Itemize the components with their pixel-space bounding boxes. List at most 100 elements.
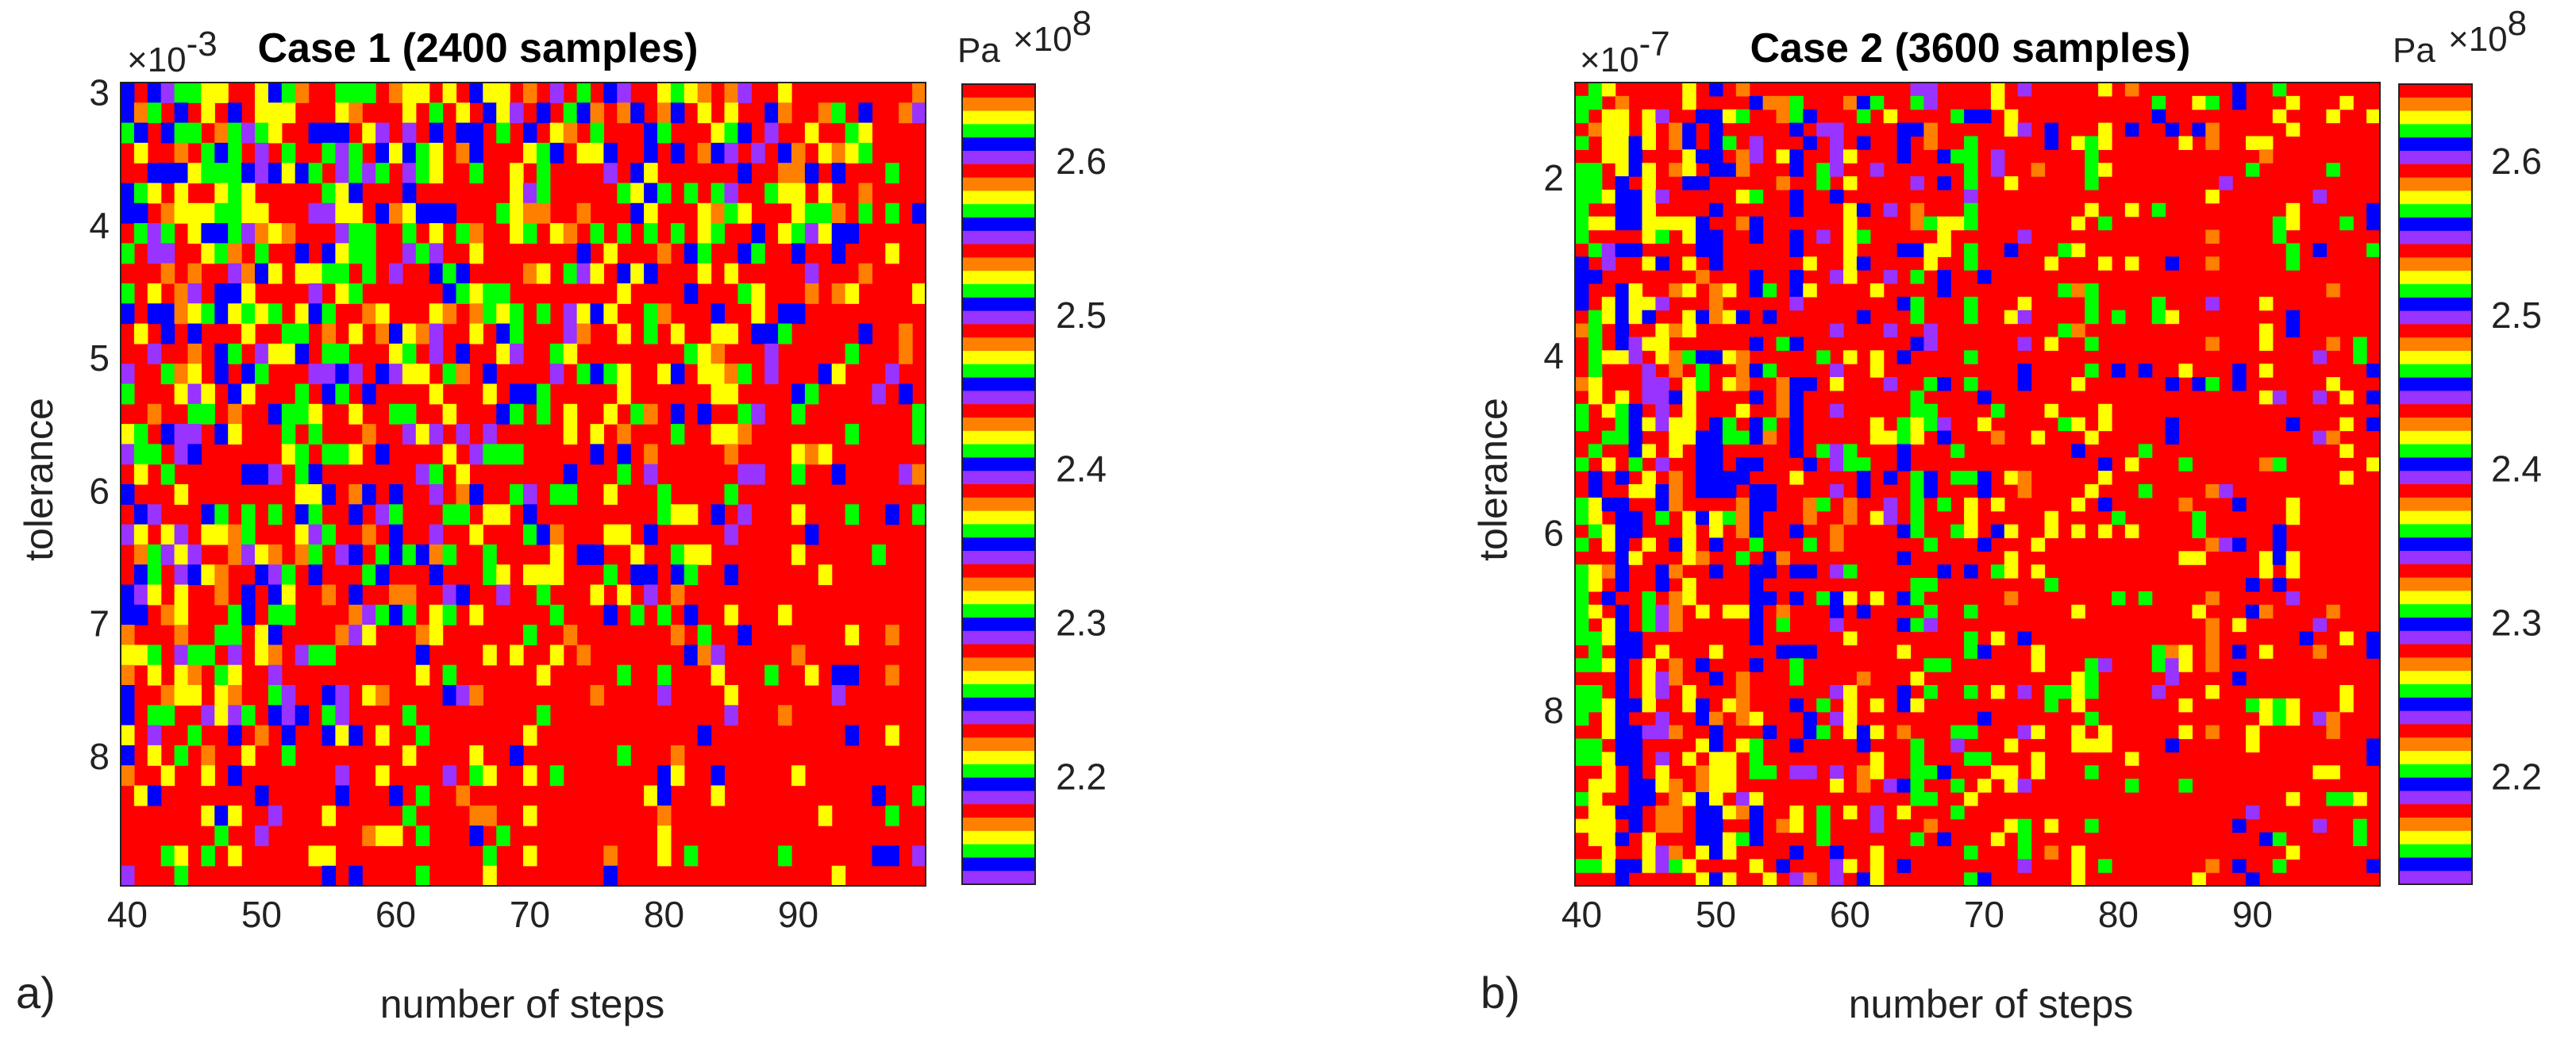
heatmap-cell [1615, 163, 1630, 177]
heatmap-cell [751, 303, 765, 325]
heatmap-cell [214, 625, 229, 645]
heatmap-cell [1762, 364, 1777, 378]
heatmap-cell [1910, 296, 1924, 311]
heatmap-cell [160, 263, 175, 284]
panel-b-x-axis: 40 50 60 70 80 90 [1561, 894, 2273, 935]
heatmap-cell [121, 664, 135, 686]
heatmap-cell [348, 584, 363, 606]
heatmap-cell [603, 403, 618, 425]
heatmap-cell [1776, 95, 1790, 110]
heatmap-cell [268, 102, 283, 124]
colorbar-stripe [962, 644, 1035, 658]
heatmap-cell [1735, 471, 1750, 485]
heatmap-cell [2339, 417, 2354, 432]
heatmap-cell [174, 544, 189, 565]
heatmap-cell [536, 163, 551, 184]
heatmap-cell [1923, 471, 1938, 485]
heatmap-cell [510, 102, 524, 124]
heatmap-cell [2258, 604, 2274, 619]
heatmap-cell [1615, 832, 1630, 846]
heatmap-cell [241, 183, 256, 204]
heatmap-cell [1615, 202, 1630, 217]
heatmap-cell [2285, 122, 2301, 137]
heatmap-cell [1696, 176, 1710, 191]
heatmap-cell [536, 183, 551, 204]
heatmap-cell [2353, 832, 2367, 846]
heatmap-cell [697, 243, 712, 264]
heatmap-cell [1575, 591, 1589, 606]
heatmap-cell [2285, 791, 2301, 806]
heatmap-cell [1990, 524, 2005, 539]
heatmap-cell [2085, 685, 2099, 699]
heatmap-cell [764, 664, 779, 686]
heatmap-cell [1601, 524, 1616, 539]
heatmap-cell [1830, 163, 1844, 177]
heatmap-cell [1923, 403, 1938, 418]
heatmap-cell [1964, 377, 1978, 391]
heatmap-cell [804, 664, 819, 686]
heatmap-cell [402, 142, 417, 164]
heatmap-cell [697, 202, 712, 224]
heatmap-cell [1615, 578, 1630, 592]
heatmap-cell [147, 745, 162, 766]
heatmap-cell [281, 685, 296, 706]
heatmap-cell [1588, 270, 1603, 284]
heatmap-cell [697, 142, 712, 164]
heatmap-cell [1869, 283, 1885, 298]
heatmap-cell [2004, 818, 2019, 833]
colorbar-stripe [962, 684, 1035, 699]
heatmap-cell [724, 444, 738, 465]
heatmap-cell [1964, 752, 1978, 766]
heatmap-cell [362, 223, 376, 244]
heatmap-cell [617, 323, 631, 344]
colorbar-stripe [2399, 857, 2472, 872]
heatmap-cell [187, 83, 202, 103]
heatmap-cell [670, 364, 685, 385]
heatmap-cell [2258, 645, 2274, 659]
heatmap-cell [1776, 818, 1790, 833]
heatmap-cell [1655, 672, 1669, 686]
heatmap-cell [1575, 497, 1589, 512]
heatmap-cell [1990, 403, 2005, 418]
heatmap-cell [241, 283, 256, 304]
heatmap-cell [187, 223, 202, 244]
heatmap-cell [255, 625, 269, 645]
heatmap-cell [2272, 109, 2287, 124]
heatmap-cell [2205, 95, 2220, 110]
heatmap-cell [2165, 658, 2180, 672]
heatmap-cell [2312, 243, 2327, 257]
heatmap-cell [2124, 122, 2139, 137]
heatmap-cell [2258, 832, 2274, 846]
heatmap-cell [1709, 283, 1723, 298]
heatmap-cell [563, 343, 578, 364]
heatmap-cell [1722, 604, 1737, 619]
heatmap-cell [2258, 136, 2274, 150]
heatmap-cell [1964, 310, 1978, 325]
heatmap-cell [1883, 497, 1898, 512]
heatmap-cell [268, 343, 283, 364]
heatmap-cell [1869, 859, 1885, 873]
heatmap-cell [885, 845, 899, 867]
heatmap-cell [644, 464, 658, 485]
heatmap-cell [1923, 136, 1938, 150]
heatmap-cell [1910, 243, 1924, 257]
heatmap-cell [469, 303, 483, 325]
heatmap-cell [510, 303, 524, 325]
heatmap-cell [2326, 109, 2340, 124]
heatmap-cell [1923, 765, 1938, 779]
heatmap-cell [1601, 752, 1616, 766]
heatmap-cell [133, 785, 148, 806]
heatmap-cell [348, 83, 363, 103]
heatmap-cell [1990, 430, 2005, 445]
heatmap-cell [281, 564, 296, 586]
heatmap-cell [590, 223, 604, 244]
colorbar-stripe [2399, 497, 2472, 512]
heatmap-cell [1964, 631, 1978, 645]
heatmap-cell [2031, 752, 2046, 766]
heatmap-cell [1776, 859, 1790, 873]
heatmap-cell [2246, 698, 2260, 713]
heatmap-cell [1682, 551, 1696, 565]
heatmap-cell [1601, 818, 1616, 833]
heatmap-cell [228, 263, 242, 284]
heatmap-cell [536, 705, 551, 726]
